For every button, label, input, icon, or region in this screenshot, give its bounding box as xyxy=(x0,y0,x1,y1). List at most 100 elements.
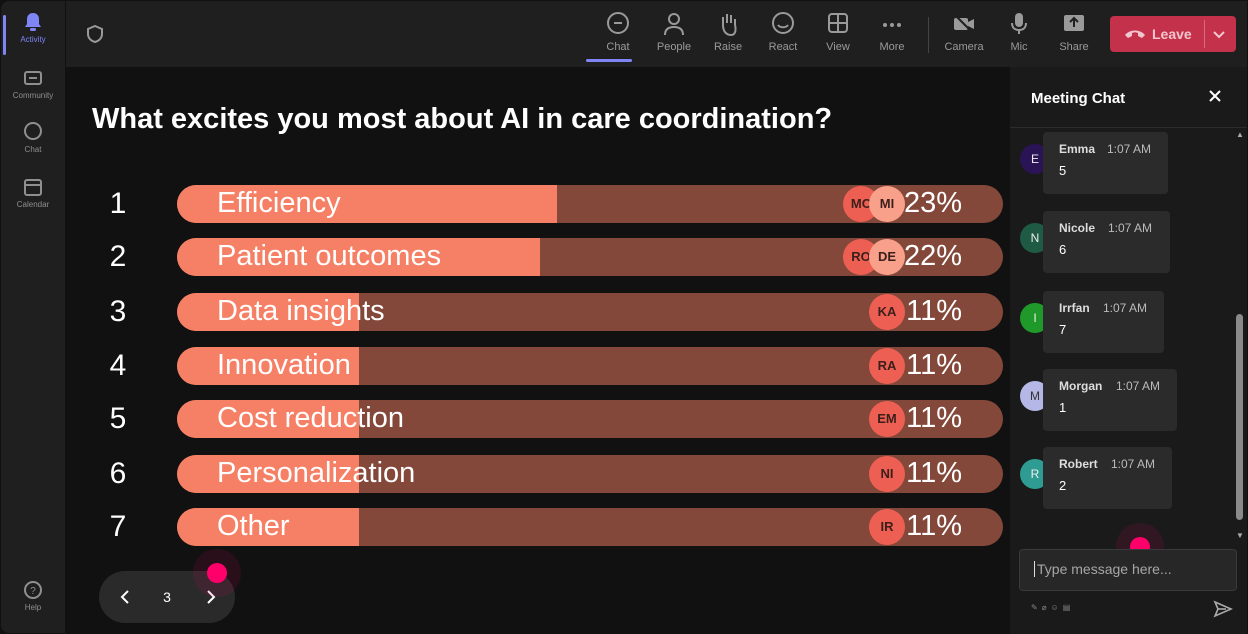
message-input[interactable] xyxy=(1034,561,1227,577)
hand-icon xyxy=(722,14,737,37)
poll-option-2: 2 Patient outcomes RO DE 22% xyxy=(66,238,1008,276)
scroll-down-arrow[interactable]: ▼ xyxy=(1236,531,1244,540)
rail-item-activity[interactable]: Activity xyxy=(1,11,65,55)
poll-question: What excites you most about AI in care c… xyxy=(92,103,833,135)
toolbar-react-label: React xyxy=(768,41,798,53)
chevron-left-icon[interactable] xyxy=(117,588,135,606)
chat-scrollbar[interactable]: ▲ ▼ xyxy=(1234,130,1246,542)
gif-icon[interactable]: ▤ xyxy=(1062,603,1075,612)
pointer-dot xyxy=(207,563,227,583)
leave-label: Leave xyxy=(1152,26,1192,42)
message-text: 5 xyxy=(1059,163,1067,178)
option-label: Patient outcomes xyxy=(217,240,442,272)
chat-icon xyxy=(607,12,629,34)
toolbar-camera-label: Camera xyxy=(944,41,984,53)
message-author: Irrfan xyxy=(1059,301,1090,315)
option-bar xyxy=(177,347,1003,385)
grid-icon xyxy=(828,13,848,33)
option-bar-fill xyxy=(177,455,359,493)
chat-message[interactable]: Nicole 1:07 AM 6 xyxy=(1043,211,1170,273)
toolbar-share-label: Share xyxy=(1059,41,1089,53)
option-number: 1 xyxy=(109,187,127,220)
chevron-down-icon[interactable] xyxy=(1211,26,1227,42)
rail-label-calendar: Calendar xyxy=(16,200,50,209)
mic-icon xyxy=(1011,13,1027,34)
poll-option-6: 6 Personalization NI 11% xyxy=(66,455,1008,493)
chat-message[interactable]: Emma 1:07 AM 5 xyxy=(1043,132,1168,194)
avatar-initial: N xyxy=(1030,231,1040,245)
leave-button[interactable]: Leave xyxy=(1110,16,1236,52)
option-percentage: 11% xyxy=(906,457,962,489)
toolbar-share-button[interactable]: Share xyxy=(1048,11,1100,53)
leave-divider xyxy=(1204,20,1205,48)
meeting-chat-panel: Meeting Chat E Emma 1:07 AM 5 N Nicole 1:07 AM… xyxy=(1010,67,1247,634)
phone-hangup-icon xyxy=(1125,30,1145,38)
poll-option-3: 3 Data insights KA 11% xyxy=(66,293,1008,331)
toolbar-people-label: People xyxy=(656,41,692,53)
help-icon: ? xyxy=(24,581,42,599)
format-icon[interactable]: ✎ xyxy=(1031,603,1042,612)
scroll-thumb[interactable] xyxy=(1236,314,1243,520)
option-percentage: 11% xyxy=(906,402,962,434)
option-bar-fill xyxy=(177,238,541,276)
toolbar-mic-button[interactable]: Mic xyxy=(993,11,1045,53)
chat-message[interactable]: Robert 1:07 AM 2 xyxy=(1043,447,1172,509)
toolbar-camera-button[interactable]: Camera xyxy=(938,11,990,53)
option-bar-fill xyxy=(177,293,359,331)
toolbar-view-button[interactable]: View xyxy=(812,11,864,53)
option-bar xyxy=(177,508,1003,546)
option-bar-fill xyxy=(177,508,359,546)
option-label: Personalization xyxy=(217,457,416,489)
option-percentage: 11% xyxy=(906,510,962,542)
shield-icon[interactable] xyxy=(86,25,104,43)
message-time: 1:07 AM xyxy=(1103,301,1148,315)
message-composer[interactable] xyxy=(1019,549,1237,591)
close-icon[interactable] xyxy=(1208,89,1222,103)
toolbar-people-button[interactable]: People xyxy=(648,11,700,53)
people-icon xyxy=(664,13,684,36)
voter-avatar: EM xyxy=(869,401,905,437)
send-icon[interactable] xyxy=(1213,599,1233,619)
poll-option-4: 4 Innovation RA 11% xyxy=(66,347,1008,385)
message-author: Nicole xyxy=(1059,221,1096,235)
rail-label-chat: Chat xyxy=(24,145,42,154)
rail-item-chat[interactable]: Chat xyxy=(1,121,65,154)
attach-icon[interactable]: ⌀ xyxy=(1041,603,1051,612)
voter-avatar: IR xyxy=(869,509,905,545)
message-text: 2 xyxy=(1059,478,1067,493)
poll-option-1: 1 Efficiency MC MI 23% xyxy=(66,185,1008,223)
scroll-up-arrow[interactable]: ▲ xyxy=(1236,130,1244,139)
option-bar xyxy=(177,455,1003,493)
toolbar-raise-button[interactable]: Raise xyxy=(702,11,754,53)
option-number: 7 xyxy=(109,510,127,543)
option-percentage: 11% xyxy=(906,349,962,381)
rail-item-calendar[interactable]: Calendar xyxy=(1,176,65,209)
toolbar-view-label: View xyxy=(826,41,850,53)
bell-icon xyxy=(25,13,41,31)
smiley-icon xyxy=(772,12,794,34)
option-label: Other xyxy=(217,510,290,542)
emoji-icon[interactable]: ☺ xyxy=(1050,603,1063,612)
poll-option-5: 5 Cost reduction EM 11% xyxy=(66,400,1008,438)
poll-option-7: 7 Other IR 11% xyxy=(66,508,1008,546)
calendar-icon xyxy=(24,179,42,196)
message-time: 1:07 AM xyxy=(1116,379,1161,393)
format-toolbar[interactable]: ✎⌀☺▤ xyxy=(1031,603,1074,612)
option-bar-fill xyxy=(177,185,557,223)
chevron-right-icon[interactable] xyxy=(201,588,219,606)
toolbar-raise-label: Raise xyxy=(713,41,743,53)
chat-message[interactable]: Irrfan 1:07 AM 7 xyxy=(1043,291,1164,353)
option-number: 4 xyxy=(109,349,127,382)
voter-avatar: DE xyxy=(869,239,905,275)
toolbar-chat-button[interactable]: Chat xyxy=(586,11,644,62)
option-percentage: 23% xyxy=(903,187,962,219)
toolbar-more-label: More xyxy=(879,41,905,53)
toolbar-more-button[interactable]: More xyxy=(866,11,918,53)
option-label: Cost reduction xyxy=(217,402,404,434)
rail-item-help[interactable]: ? Help xyxy=(1,579,65,612)
toolbar-react-button[interactable]: React xyxy=(757,11,809,53)
rail-label-help: Help xyxy=(24,603,42,612)
rail-item-community[interactable]: Community xyxy=(1,67,65,100)
chat-message[interactable]: Morgan 1:07 AM 1 xyxy=(1043,369,1177,431)
chat-title: Meeting Chat xyxy=(1031,90,1126,107)
